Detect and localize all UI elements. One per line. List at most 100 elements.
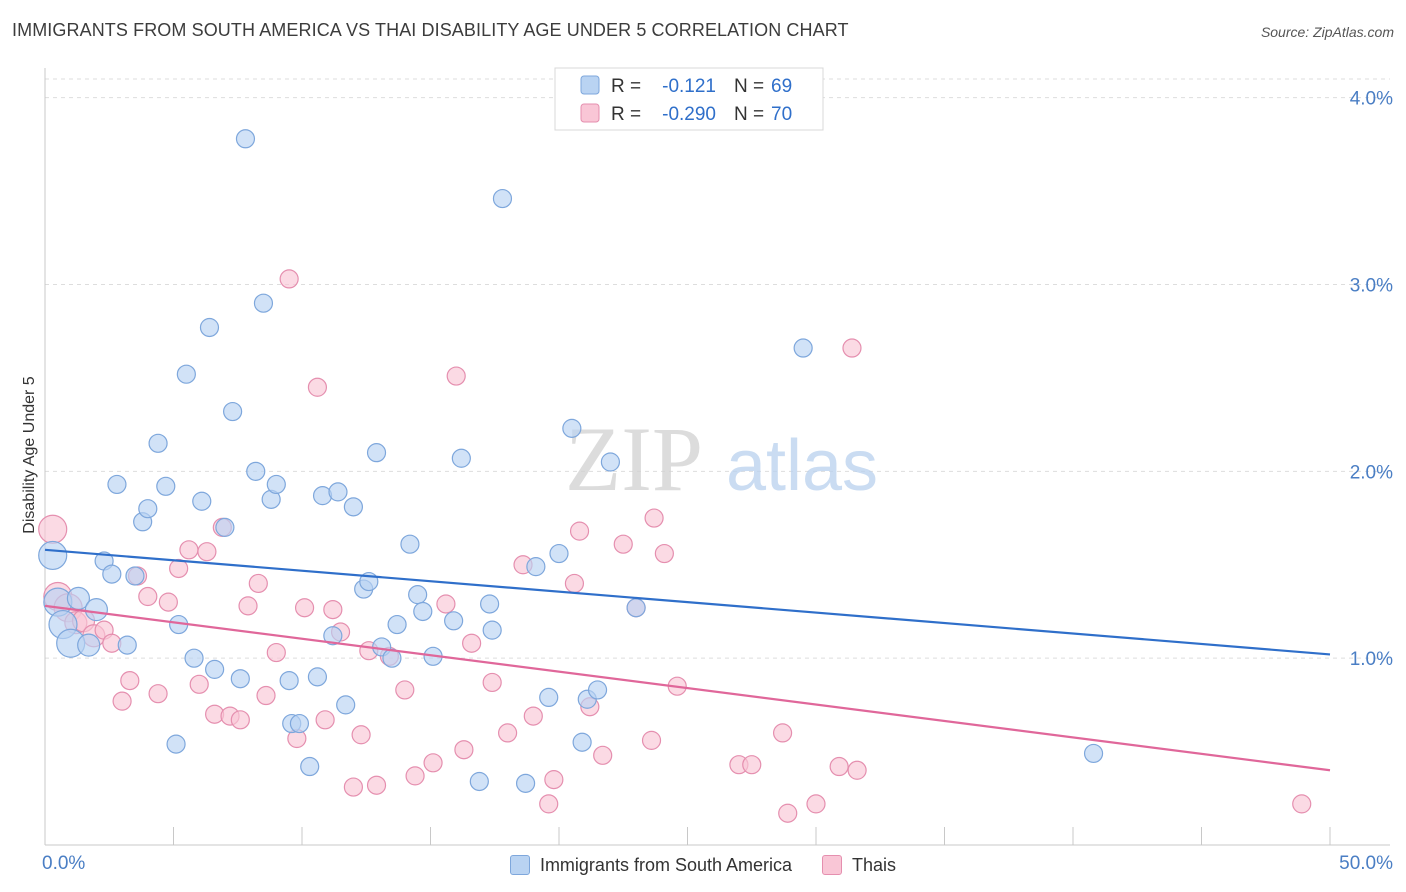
thais-point-25 (266, 642, 286, 663)
immigrants-point-23 (215, 517, 235, 537)
immigrants-point-43 (366, 443, 387, 463)
thais-point-9 (120, 670, 140, 691)
thais-point-54 (593, 745, 613, 765)
thais-point-67 (842, 338, 862, 358)
immigrants-point-59 (539, 687, 559, 708)
thais-point-51 (564, 573, 585, 594)
immigrants-point-39 (336, 695, 356, 715)
immigrants-point-64 (587, 680, 608, 700)
immigrants-point-57 (515, 773, 536, 793)
immigrants-point-47 (400, 534, 420, 554)
immigrants-point-18 (176, 364, 196, 384)
legend-r-value-pink: -0.290 (662, 104, 716, 125)
legend-label-thais: Thais (852, 854, 897, 875)
immigrants-point-20 (192, 491, 212, 511)
thais-point-23 (248, 573, 268, 594)
thais-point-40 (423, 753, 443, 773)
thais-trend-line (44, 604, 1331, 772)
thais-point-11 (138, 586, 158, 607)
immigrants-point-40 (343, 497, 363, 517)
immigrants-point-8 (102, 564, 122, 584)
thais-point-16 (189, 674, 209, 694)
legend-swatch-thais (822, 855, 843, 875)
immigrants-point-37 (323, 626, 343, 646)
watermark-zip: ZIP (565, 408, 703, 510)
immigrants-point-62 (572, 732, 592, 752)
immigrants-point-67 (793, 338, 813, 358)
legend-r-label-blue: R = (611, 76, 641, 97)
immigrants-points (38, 129, 1104, 793)
immigrants-point-33 (289, 713, 310, 734)
thais-point-39 (405, 766, 425, 786)
immigrants-point-51 (444, 611, 464, 631)
thais-point-46 (498, 723, 518, 743)
thais-points (38, 269, 1312, 823)
thais-point-55 (613, 534, 633, 554)
immigrants-point-13 (138, 499, 158, 519)
immigrants-point-56 (492, 188, 513, 209)
immigrants-point-58 (526, 557, 546, 577)
immigrants-point-34 (300, 756, 320, 777)
legend-n-value-pink: 70 (771, 104, 792, 125)
source-label: Source: ZipAtlas.com (1260, 24, 1394, 40)
immigrants-point-10 (117, 635, 137, 655)
immigrants-point-21 (199, 317, 220, 338)
thais-point-22 (238, 596, 258, 616)
x-tick-label-1: 50.0% (1339, 853, 1393, 874)
thais-point-69 (1292, 794, 1312, 814)
legend-swatch-pink (580, 103, 600, 123)
thais-point-58 (644, 508, 664, 528)
legend-swatch-blue (580, 75, 600, 95)
legend-item-immigrants: Immigrants from South America (509, 855, 792, 876)
watermark-atlas: atlas (726, 426, 878, 506)
immigrants-point-30 (266, 474, 286, 495)
chart-title: IMMIGRANTS FROM SOUTH AMERICA VS THAI DI… (12, 20, 849, 40)
immigrants-point-22 (205, 659, 225, 679)
thais-point-38 (395, 680, 415, 700)
y-tick-label-0: 1.0% (1350, 649, 1393, 670)
immigrants-point-6 (84, 597, 109, 622)
thais-point-48 (523, 706, 543, 726)
immigrants-point-14 (148, 433, 168, 453)
axes (44, 68, 1390, 846)
thais-point-36 (366, 775, 387, 795)
thais-point-59 (654, 543, 674, 564)
immigrants-point-46 (387, 614, 407, 635)
immigrants-point-26 (235, 129, 256, 149)
thais-point-62 (742, 755, 762, 775)
x-tick-label-0: 0.0% (42, 853, 85, 874)
y-axis-label: Disability Age Under 5 (21, 376, 38, 534)
tick-labels: 1.0% 2.0% 3.0% 4.0% 0.0% 50.0% (42, 89, 1393, 874)
thais-point-12 (148, 684, 168, 704)
immigrants-point-4 (77, 633, 101, 657)
thais-point-41 (436, 594, 456, 614)
thais-point-63 (772, 723, 793, 743)
thais-point-65 (806, 794, 826, 814)
legend-swatch-immigrants (509, 855, 530, 875)
immigrants-point-15 (156, 476, 176, 496)
immigrants-point-35 (307, 667, 328, 687)
y-tick-label-3: 4.0% (1350, 89, 1393, 110)
thais-point-26 (279, 269, 299, 289)
immigrants-point-52 (451, 448, 471, 468)
legend-item-thais: Thais (822, 855, 896, 876)
immigrants-point-53 (469, 771, 489, 792)
immigrants-point-9 (107, 474, 127, 495)
immigrants-point-54 (480, 594, 500, 614)
thais-point-34 (351, 725, 371, 745)
immigrants-point-55 (482, 620, 502, 640)
thais-point-31 (323, 599, 343, 620)
thais-point-24 (256, 685, 276, 706)
thais-point-64 (778, 803, 798, 823)
legend-n-label-pink: N = (734, 104, 764, 125)
thais-point-68 (847, 760, 867, 780)
immigrants-point-31 (279, 670, 299, 691)
thais-point-13 (158, 592, 178, 612)
immigrants-point-60 (549, 543, 569, 564)
thais-point-28 (294, 598, 315, 618)
immigrants-point-19 (184, 648, 204, 668)
immigrants-point-49 (413, 601, 433, 622)
thais-point-17 (197, 542, 217, 562)
thais-point-66 (829, 756, 849, 777)
